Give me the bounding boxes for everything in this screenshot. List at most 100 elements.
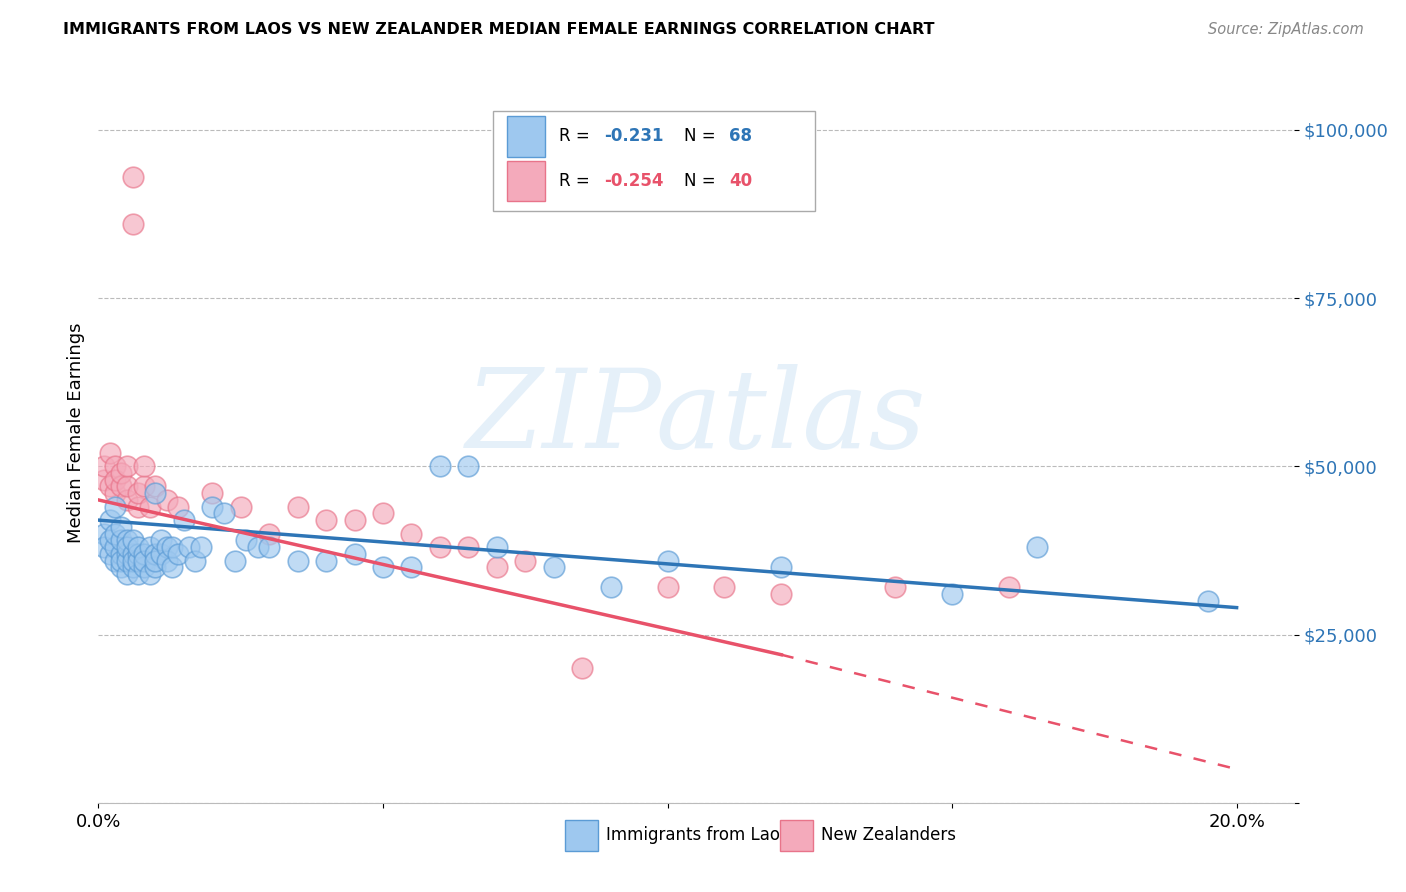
Point (115, 540, 138, 554)
Point (110, 553, 132, 567)
Text: N =: N = (685, 172, 721, 190)
Text: ZIPatlas: ZIPatlas (465, 364, 927, 472)
Text: IMMIGRANTS FROM LAOS VS NEW ZEALANDER MEDIAN FEMALE EARNINGS CORRELATION CHART: IMMIGRANTS FROM LAOS VS NEW ZEALANDER ME… (63, 22, 935, 37)
Point (224, 553, 246, 567)
Point (115, 553, 138, 567)
Point (110, 547, 132, 561)
Point (93, 540, 115, 554)
Point (104, 459, 127, 474)
Point (104, 500, 127, 514)
Bar (565, 820, 598, 851)
Point (190, 540, 212, 554)
Point (98, 513, 121, 527)
Point (173, 513, 195, 527)
Point (515, 553, 537, 567)
Point (132, 547, 155, 561)
Point (93, 473, 115, 487)
Point (127, 566, 149, 581)
Point (485, 560, 508, 574)
Bar (508, 116, 546, 157)
Point (235, 533, 257, 548)
Point (104, 526, 127, 541)
Point (110, 479, 132, 493)
Point (156, 540, 179, 554)
Point (998, 581, 1021, 595)
Point (401, 526, 423, 541)
Point (110, 560, 132, 574)
Point (179, 540, 201, 554)
Point (770, 560, 793, 574)
Point (184, 553, 207, 567)
Point (543, 560, 565, 574)
Point (127, 553, 149, 567)
Point (138, 566, 160, 581)
Point (115, 566, 138, 581)
Text: New Zealanders: New Zealanders (821, 826, 956, 845)
Point (121, 169, 143, 184)
Point (571, 661, 593, 675)
Point (246, 540, 269, 554)
Point (167, 500, 190, 514)
Point (143, 560, 166, 574)
Point (713, 581, 735, 595)
Point (98, 446, 121, 460)
Point (229, 500, 252, 514)
Point (115, 492, 138, 507)
Point (132, 560, 155, 574)
Point (150, 547, 173, 561)
Point (257, 540, 280, 554)
Point (429, 540, 451, 554)
Bar (779, 820, 813, 851)
Point (121, 560, 143, 574)
Point (98, 547, 121, 561)
Point (115, 533, 138, 548)
Point (143, 553, 166, 567)
Point (315, 553, 337, 567)
Point (212, 507, 235, 521)
Point (138, 500, 160, 514)
Point (121, 547, 143, 561)
Point (156, 492, 179, 507)
Point (138, 540, 160, 554)
Point (98, 533, 121, 548)
Point (156, 553, 179, 567)
Point (93, 526, 115, 541)
Point (143, 486, 166, 500)
Text: N =: N = (685, 128, 721, 145)
Text: -0.254: -0.254 (605, 172, 664, 190)
Point (110, 466, 132, 480)
Text: -0.231: -0.231 (605, 128, 664, 145)
Point (121, 533, 143, 548)
Point (287, 500, 309, 514)
Point (1197, 594, 1219, 608)
Point (98, 479, 121, 493)
Point (104, 540, 127, 554)
Text: 68: 68 (730, 128, 752, 145)
Text: Immigrants from Laos: Immigrants from Laos (606, 826, 789, 845)
Point (127, 540, 149, 554)
Point (457, 459, 479, 474)
Point (167, 547, 190, 561)
Point (657, 581, 679, 595)
Point (104, 473, 127, 487)
Bar (494, 111, 815, 211)
Point (1026, 540, 1049, 554)
Point (485, 540, 508, 554)
Point (121, 553, 143, 567)
Point (599, 581, 621, 595)
Point (93, 459, 115, 474)
Point (315, 513, 337, 527)
Bar (508, 161, 546, 202)
Point (104, 553, 127, 567)
Point (162, 540, 184, 554)
Point (127, 500, 149, 514)
Point (115, 479, 138, 493)
Point (132, 459, 155, 474)
Text: 40: 40 (730, 172, 752, 190)
Point (162, 560, 184, 574)
Point (257, 526, 280, 541)
Point (104, 486, 127, 500)
Point (127, 547, 149, 561)
Point (150, 533, 173, 548)
Point (121, 217, 143, 231)
